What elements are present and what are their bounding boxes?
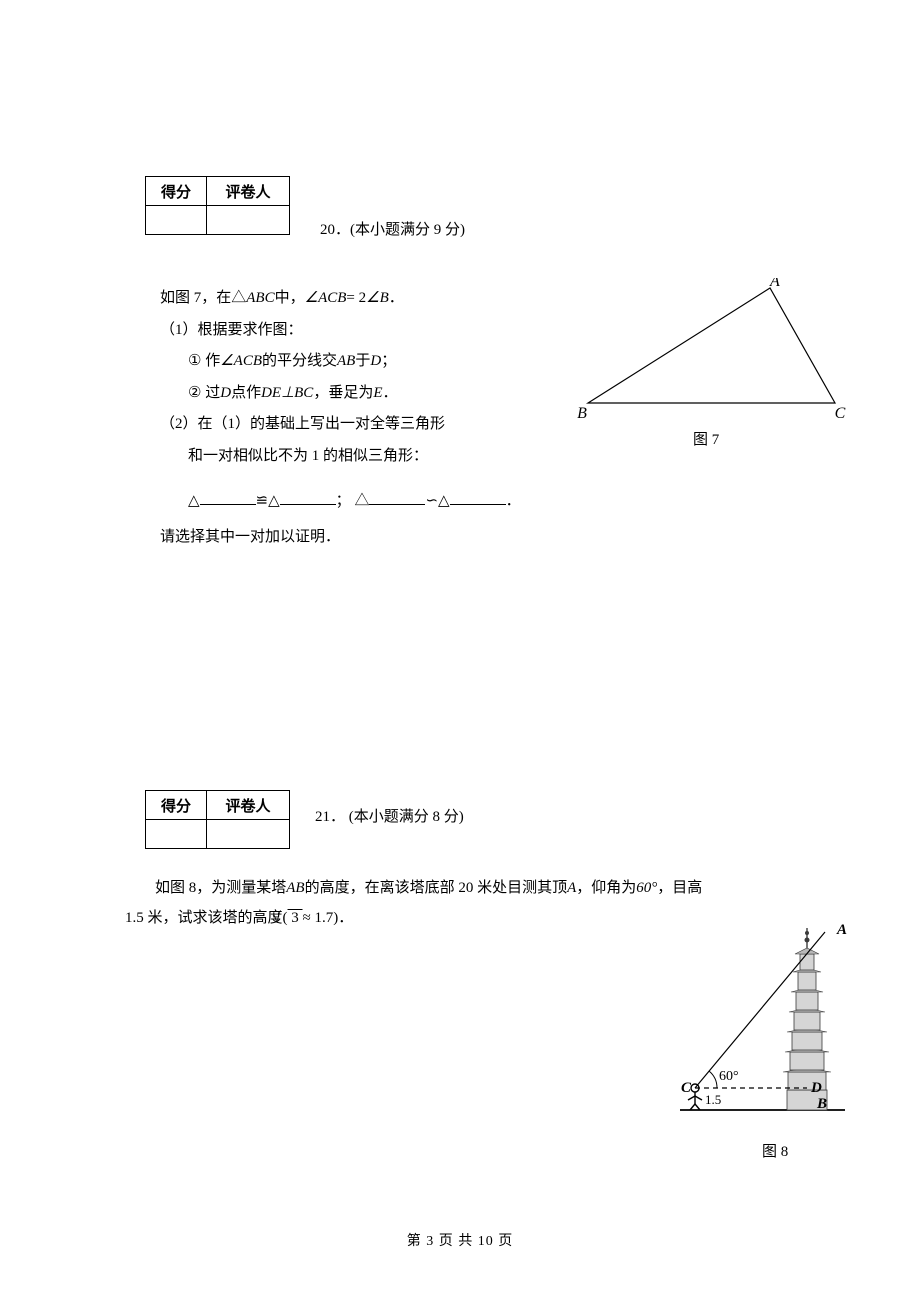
grader-cell	[207, 206, 290, 235]
q21-score-table: 得分 评卷人	[145, 790, 290, 849]
text: 过	[205, 385, 220, 401]
label-a: A	[836, 922, 847, 938]
text: 点作	[231, 385, 261, 401]
label-c: C	[681, 1080, 692, 1096]
triangle-symbol: △	[188, 493, 200, 509]
tower-body	[783, 928, 831, 1110]
figure-8: A B C D 60° 1.5	[675, 920, 850, 1125]
eye-height-label: 1.5	[705, 1092, 721, 1107]
radical-symbol: √	[273, 910, 281, 926]
vertex-b: B	[577, 405, 587, 418]
angle-arc	[709, 1071, 717, 1088]
score-col-header: 得分	[146, 791, 207, 820]
text: = 2	[346, 290, 366, 306]
text: ．	[383, 385, 398, 401]
text: AB	[337, 353, 355, 369]
angle-label: 60°	[719, 1069, 739, 1084]
text: 60°	[636, 880, 657, 896]
text: 中，	[275, 290, 305, 306]
label-b: B	[816, 1096, 827, 1112]
text: A	[567, 880, 576, 896]
q20-body: 如图 7，在△ABC中，∠ACB= 2∠B． （1）根据要求作图： ① 作∠AC…	[160, 283, 521, 553]
text: ∠ACB	[220, 353, 262, 369]
q20-title: 20．(本小题满分 9 分)	[320, 218, 465, 239]
text: ．	[506, 493, 521, 509]
q20-item2: ② 过D点作DE⊥BC，垂足为E．	[160, 378, 521, 410]
page-number: 第 3 页 共 10 页	[0, 1230, 920, 1250]
page: 得分 评卷人 20．(本小题满分 9 分) 如图 7，在△ABC中，∠ACB= …	[0, 0, 920, 1302]
triangle-symbol: △	[438, 493, 450, 509]
observer-leg	[690, 1104, 695, 1110]
triangle-abc: ABC	[246, 290, 274, 306]
grader-cell	[207, 820, 290, 849]
observer-arm	[688, 1096, 695, 1100]
triangle-svg: A B C	[570, 278, 850, 418]
figure-8-caption: 图 8	[762, 1140, 788, 1161]
q21-title: 21． (本小题满分 8 分)	[315, 805, 464, 826]
circled-1: ①	[188, 353, 201, 369]
text: 于	[355, 353, 370, 369]
triangle-path	[588, 288, 835, 403]
text: ，垂足为	[313, 385, 373, 401]
observer-leg	[695, 1104, 700, 1110]
q20-part2b: 和一对相似比不为 1 的相似三角形：	[160, 441, 521, 473]
text: DE⊥BC	[261, 385, 313, 401]
circled-2: ②	[188, 385, 201, 401]
blank	[450, 489, 506, 505]
score-table: 得分 评卷人	[145, 790, 290, 849]
similar-symbol: ∽	[425, 493, 438, 509]
text: 1.5 米，试求该塔的高度	[125, 910, 283, 926]
text: ，目高	[657, 880, 702, 896]
text: 如图 7，在△	[160, 290, 246, 306]
blank	[200, 489, 256, 505]
text: 如图 8，为测量某塔	[155, 880, 286, 896]
text: ．	[389, 290, 404, 306]
blank	[369, 489, 425, 505]
figure-7: A B C	[570, 278, 850, 423]
text: D	[370, 353, 381, 369]
blank	[280, 489, 336, 505]
q20-part1: （1）根据要求作图：	[160, 315, 521, 347]
tower-svg: A B C D 60° 1.5	[675, 920, 850, 1120]
triangle-symbol: △	[268, 493, 280, 509]
text: D	[220, 385, 231, 401]
figure-7-caption: 图 7	[693, 428, 719, 449]
angle-acb: ∠ACB	[305, 290, 347, 306]
score-col-header: 得分	[146, 177, 207, 206]
text: ；	[336, 493, 351, 509]
q20-part2a: （2）在（1）的基础上写出一对全等三角形	[160, 409, 521, 441]
q20-intro: 如图 7，在△ABC中，∠ACB= 2∠B．	[160, 283, 521, 315]
score-table: 得分 评卷人	[145, 176, 290, 235]
text: AB	[286, 880, 304, 896]
triangle-symbol: △	[354, 493, 369, 509]
label-d: D	[810, 1080, 822, 1096]
text: ，仰角为	[576, 880, 636, 896]
text: 的平分线交	[262, 353, 337, 369]
grader-col-header: 评卷人	[207, 177, 290, 206]
q20-score-table: 得分 评卷人	[145, 176, 290, 235]
angle-b: ∠B	[366, 290, 389, 306]
vertex-a: A	[769, 278, 780, 290]
q20-blanks: △≌△； △∽△．	[160, 486, 521, 518]
congruent-symbol: ≌	[256, 493, 269, 509]
text: E	[373, 385, 382, 401]
text: 作	[205, 353, 220, 369]
text: ；	[381, 353, 396, 369]
text: 的高度，在离该塔底部 20 米处目测其顶	[305, 880, 568, 896]
q20-proof: 请选择其中一对加以证明．	[160, 522, 521, 554]
q20-item1: ① 作∠ACB的平分线交AB于D；	[160, 346, 521, 378]
score-cell	[146, 820, 207, 849]
observer-arm	[695, 1096, 702, 1100]
vertex-c: C	[835, 405, 846, 418]
text: ．	[338, 910, 353, 926]
grader-col-header: 评卷人	[207, 791, 290, 820]
text: ≈ 1.7)	[299, 910, 338, 926]
score-cell	[146, 206, 207, 235]
